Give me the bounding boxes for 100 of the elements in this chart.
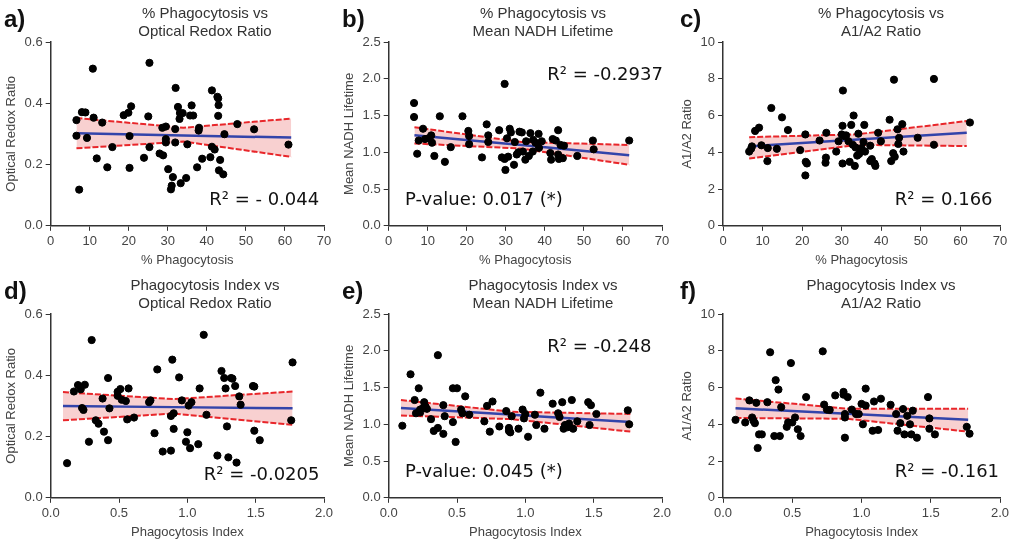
chart-title: % Phagocytosis vs Mean NADH Lifetime: [471, 4, 615, 40]
x-tick-label: 60: [953, 233, 968, 249]
x-tick-label: 1.5: [246, 505, 265, 521]
y-tick-label: 0.4: [24, 366, 43, 382]
x-tick-label: 60: [615, 233, 631, 249]
y-tick-label: 8: [707, 70, 716, 86]
y-axis-title: Optical Redox Ratio: [3, 348, 19, 464]
text: a): [4, 4, 26, 32]
x-axis-title: % Phagocytosis: [141, 251, 235, 267]
chart-title: Phagocytosis Index vs Mean NADH Lifetime: [467, 276, 619, 312]
y-axis-title: A1/A2 Ratio: [679, 371, 695, 441]
text: e): [342, 276, 364, 304]
chart-title: % Phagocytosis vs Optical Redox Ratio: [137, 4, 273, 40]
x-tick-label: 10: [420, 233, 435, 249]
y-tick-label: 4: [707, 143, 716, 159]
x-tick-label: 0.0: [379, 505, 398, 521]
y-tick-label: 0.2: [24, 156, 43, 172]
y-tick-label: 2.0: [362, 342, 381, 358]
y-tick-label: 1.0: [362, 143, 381, 159]
x-tick-label: 30: [834, 233, 849, 249]
y-tick-label: 10: [700, 305, 716, 321]
x-tick-label: 1.5: [921, 505, 940, 521]
y-tick-label: 0.0: [362, 489, 381, 505]
x-tick-label: 0.5: [109, 505, 129, 521]
x-tick-label: 30: [160, 233, 176, 249]
y-tick-label: 0.5: [362, 452, 381, 468]
x-tick-label: 1.5: [584, 505, 603, 521]
chart-title: % Phagocytosis vs A1/A2 Ratio: [817, 4, 945, 40]
y-tick-label: 0: [707, 217, 716, 233]
x-tick-label: 2.0: [314, 505, 334, 521]
annotation: R² = -0.0205: [203, 463, 320, 485]
x-axis-title: Phagocytosis Index: [130, 523, 245, 539]
x-tick-label: 30: [498, 233, 514, 249]
x-tick-label: 40: [874, 233, 889, 249]
x-tick-label: 70: [654, 233, 670, 249]
annotation: R² = - 0.044: [209, 187, 320, 209]
chart-title: Phagocytosis Index vs A1/A2 Ratio: [805, 276, 957, 312]
annotation: R² = -0.2937: [547, 62, 663, 84]
x-tick-label: 50: [238, 233, 254, 249]
x-tick-label: 20: [459, 233, 474, 249]
x-axis-title: % Phagocytosis: [815, 251, 909, 267]
x-tick-label: 50: [576, 233, 592, 249]
text: d): [4, 276, 27, 304]
annotation: P-value: 0.017 (*): [405, 187, 563, 209]
chart-title: Phagocytosis Index vs Optical Redox Ratio: [129, 276, 281, 312]
text: c): [680, 4, 702, 32]
y-tick-label: 2: [707, 180, 716, 196]
annotation: P-value: 0.045 (*): [405, 459, 563, 481]
y-tick-label: 2.5: [362, 33, 381, 49]
annotation: R² = -0.248: [547, 334, 652, 356]
x-tick-label: 1.0: [178, 505, 197, 521]
y-tick-label: 1.5: [362, 379, 381, 395]
x-tick-label: 2.0: [652, 505, 672, 521]
x-tick-label: 20: [794, 233, 810, 249]
annotation: R² = 0.166: [894, 187, 993, 209]
y-tick-label: 0.2: [24, 428, 43, 444]
y-axis-title: Mean NADH Lifetime: [341, 72, 357, 195]
y-tick-label: 0.6: [24, 305, 43, 321]
x-tick-label: 50: [913, 233, 929, 249]
y-tick-label: 6: [707, 379, 716, 395]
x-axis-title: Phagocytosis Index: [805, 523, 919, 539]
y-tick-label: 0.0: [24, 217, 43, 233]
x-tick-label: 0: [385, 233, 393, 249]
x-tick-label: 10: [82, 233, 97, 249]
y-tick-label: 4: [707, 415, 716, 431]
x-tick-label: 1.0: [516, 505, 535, 521]
y-tick-label: 2.5: [362, 305, 381, 321]
x-tick-label: 0.5: [783, 505, 802, 521]
y-tick-label: 1.0: [362, 415, 381, 431]
y-axis-title: A1/A2 Ratio: [679, 99, 695, 169]
y-tick-label: 8: [707, 342, 716, 358]
annotation: R² = -0.161: [894, 459, 1000, 481]
x-tick-label: 10: [755, 233, 770, 249]
y-tick-label: 0.5: [362, 180, 381, 196]
x-axis-title: Phagocytosis Index: [468, 523, 583, 539]
y-tick-label: 0.4: [24, 94, 43, 110]
x-tick-label: 0: [47, 233, 55, 249]
x-tick-label: 0: [719, 233, 727, 249]
y-tick-label: 0.6: [24, 33, 43, 49]
y-tick-label: 6: [707, 107, 716, 123]
y-tick-label: 0.0: [362, 217, 381, 233]
x-tick-label: 0.0: [41, 505, 60, 521]
y-tick-label: 2.0: [362, 70, 381, 86]
text: f): [680, 276, 696, 304]
y-axis-title: Mean NADH Lifetime: [341, 344, 357, 467]
x-tick-label: 20: [121, 233, 136, 249]
y-tick-label: 0.0: [24, 489, 43, 505]
x-tick-label: 40: [199, 233, 215, 249]
x-axis-title: % Phagocytosis: [479, 251, 573, 267]
x-tick-label: 70: [316, 233, 332, 249]
y-tick-label: 10: [700, 33, 716, 49]
y-tick-label: 1.5: [362, 107, 381, 123]
x-tick-label: 60: [277, 233, 293, 249]
x-tick-label: 1.0: [852, 505, 871, 521]
x-tick-label: 0.5: [447, 505, 467, 521]
x-tick-label: 40: [537, 233, 553, 249]
y-tick-label: 0: [707, 489, 716, 505]
x-tick-label: 2.0: [990, 505, 1010, 521]
y-axis-title: Optical Redox Ratio: [3, 76, 19, 192]
x-tick-label: 70: [992, 233, 1008, 249]
